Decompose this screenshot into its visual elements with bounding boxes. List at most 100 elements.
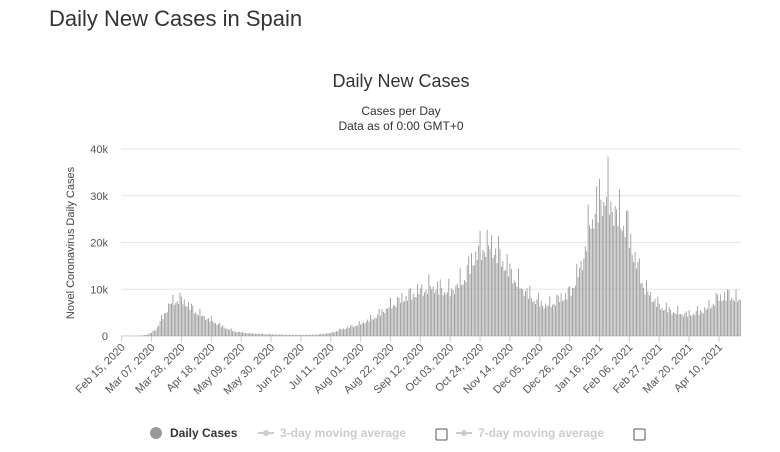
bar-daily-cases[interactable] <box>677 305 679 336</box>
bar-daily-cases[interactable] <box>641 282 643 336</box>
bar-daily-cases[interactable] <box>262 333 263 336</box>
bar-daily-cases[interactable] <box>709 308 711 336</box>
bar-daily-cases[interactable] <box>188 302 189 336</box>
bar-daily-cases[interactable] <box>401 292 403 336</box>
bar-daily-cases[interactable] <box>492 258 494 336</box>
bar-daily-cases[interactable] <box>438 294 440 336</box>
bar-daily-cases[interactable] <box>570 295 572 336</box>
bar-daily-cases[interactable] <box>533 300 535 336</box>
bar-daily-cases[interactable] <box>345 328 347 336</box>
bar-daily-cases[interactable] <box>695 311 697 336</box>
bar-daily-cases[interactable] <box>562 301 563 336</box>
bar-daily-cases[interactable] <box>158 325 160 336</box>
bar-daily-cases[interactable] <box>190 303 192 336</box>
bar-daily-cases[interactable] <box>658 303 660 336</box>
bar-daily-cases[interactable] <box>392 305 394 337</box>
bar-daily-cases[interactable] <box>286 334 288 336</box>
bar-daily-cases[interactable] <box>289 334 290 337</box>
bar-daily-cases[interactable] <box>643 287 645 336</box>
bar-daily-cases[interactable] <box>361 323 363 336</box>
bar-daily-cases[interactable] <box>589 225 590 336</box>
bar-daily-cases[interactable] <box>269 333 271 336</box>
bar-daily-cases[interactable] <box>553 303 555 336</box>
bar-daily-cases[interactable] <box>633 262 635 336</box>
bar-daily-cases[interactable] <box>415 297 417 336</box>
bar-daily-cases[interactable] <box>414 297 416 336</box>
bar-daily-cases[interactable] <box>610 201 612 336</box>
bar-daily-cases[interactable] <box>728 290 730 336</box>
bar-daily-cases[interactable] <box>391 308 393 336</box>
bar-daily-cases[interactable] <box>516 286 518 336</box>
bar-daily-cases[interactable] <box>264 334 266 336</box>
bar-daily-cases[interactable] <box>472 265 474 336</box>
bar-daily-cases[interactable] <box>357 325 359 336</box>
bar-daily-cases[interactable] <box>431 289 433 336</box>
bar-daily-cases[interactable] <box>328 333 330 336</box>
bar-daily-cases[interactable] <box>445 294 447 336</box>
bar-daily-cases[interactable] <box>502 261 504 336</box>
bar-daily-cases[interactable] <box>515 282 517 336</box>
bar-daily-cases[interactable] <box>166 312 168 336</box>
bar-daily-cases[interactable] <box>347 326 349 336</box>
bar-daily-cases[interactable] <box>627 210 629 336</box>
bar-daily-cases[interactable] <box>311 334 313 336</box>
bar-daily-cases[interactable] <box>250 333 252 336</box>
bar-daily-cases[interactable] <box>444 292 445 336</box>
bar-daily-cases[interactable] <box>425 289 427 336</box>
bar-daily-cases[interactable] <box>350 325 352 336</box>
bar-daily-cases[interactable] <box>489 249 491 336</box>
bar-daily-cases[interactable] <box>405 295 407 336</box>
bar-daily-cases[interactable] <box>466 265 468 336</box>
bar-daily-cases[interactable] <box>685 311 687 336</box>
bar-daily-cases[interactable] <box>739 299 741 336</box>
bar-daily-cases[interactable] <box>252 333 253 336</box>
bar-daily-cases[interactable] <box>577 277 579 336</box>
bar-daily-cases[interactable] <box>344 329 346 336</box>
bar-daily-cases[interactable] <box>435 289 437 336</box>
bar-daily-cases[interactable] <box>169 303 171 336</box>
bar-daily-cases[interactable] <box>242 331 244 336</box>
bar-daily-cases[interactable] <box>171 303 172 336</box>
bar-daily-cases[interactable] <box>599 178 600 336</box>
bar-daily-cases[interactable] <box>698 314 700 336</box>
bar-daily-cases[interactable] <box>297 334 299 336</box>
bar-daily-cases[interactable] <box>636 268 637 336</box>
bar-daily-cases[interactable] <box>411 299 413 336</box>
bar-daily-cases[interactable] <box>300 334 302 336</box>
bar-daily-cases[interactable] <box>737 301 738 336</box>
bar-daily-cases[interactable] <box>691 316 693 336</box>
bar-daily-cases[interactable] <box>367 319 369 336</box>
bar-daily-cases[interactable] <box>394 305 396 336</box>
bar-daily-cases[interactable] <box>183 299 185 336</box>
checkbox-7-day-moving-average[interactable] <box>633 428 646 441</box>
bar-daily-cases[interactable] <box>427 293 428 336</box>
bar-daily-cases[interactable] <box>243 333 245 336</box>
bar-daily-cases[interactable] <box>182 304 184 336</box>
bar-daily-cases[interactable] <box>607 156 609 336</box>
bar-daily-cases[interactable] <box>476 260 478 336</box>
bar-daily-cases[interactable] <box>274 334 276 336</box>
bar-daily-cases[interactable] <box>266 334 268 336</box>
bar-daily-cases[interactable] <box>707 308 709 336</box>
bar-daily-cases[interactable] <box>409 287 411 336</box>
bar-daily-cases[interactable] <box>587 204 589 336</box>
bar-daily-cases[interactable] <box>527 298 529 336</box>
bar-daily-cases[interactable] <box>442 295 444 336</box>
bar-daily-cases[interactable] <box>712 303 714 336</box>
bar-daily-cases[interactable] <box>173 305 175 336</box>
bar-daily-cases[interactable] <box>388 307 390 336</box>
bar-daily-cases[interactable] <box>563 300 565 336</box>
bar-daily-cases[interactable] <box>446 292 448 336</box>
bar-daily-cases[interactable] <box>387 309 389 336</box>
bar-daily-cases[interactable] <box>678 314 680 336</box>
bar-daily-cases[interactable] <box>530 297 532 336</box>
bar-daily-cases[interactable] <box>529 285 531 336</box>
bar-daily-cases[interactable] <box>422 295 424 336</box>
bar-daily-cases[interactable] <box>717 294 718 336</box>
bar-daily-cases[interactable] <box>556 294 558 336</box>
bar-daily-cases[interactable] <box>738 299 740 336</box>
bar-daily-cases[interactable] <box>323 333 325 336</box>
bar-daily-cases[interactable] <box>432 286 434 336</box>
bar-daily-cases[interactable] <box>321 334 323 336</box>
bar-daily-cases[interactable] <box>365 321 367 336</box>
